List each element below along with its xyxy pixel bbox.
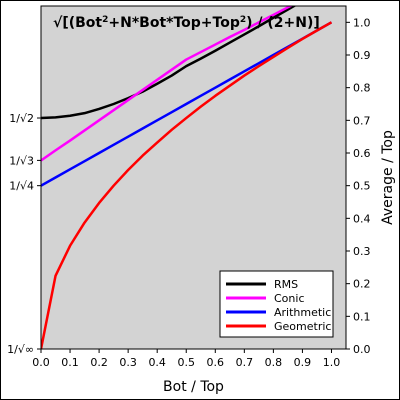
y-tick-label-right: 1.0 bbox=[353, 16, 371, 29]
y-tick-label-right: 0.6 bbox=[353, 147, 371, 160]
y-tick-label-right: 0.5 bbox=[353, 180, 371, 193]
chart-title: √[(Bot2+N*Bot*Top+Top2) / (2+N)] bbox=[53, 15, 320, 31]
y-tick-label-right: 0.3 bbox=[353, 245, 371, 258]
x-tick-label: 0.6 bbox=[207, 356, 225, 369]
x-tick-label: 0.7 bbox=[236, 356, 254, 369]
legend-box bbox=[219, 270, 334, 338]
y-tick-label-right: 0.2 bbox=[353, 278, 371, 291]
y-axis-title: Average / Top bbox=[380, 130, 396, 225]
x-tick-label: 0.1 bbox=[61, 356, 79, 369]
x-tick-label: 0.4 bbox=[148, 356, 166, 369]
plot-frame bbox=[40, 5, 347, 350]
y-tick-label-left: 1/√∞ bbox=[7, 343, 34, 356]
x-tick-label: 0.2 bbox=[90, 356, 108, 369]
series-line-rms bbox=[41, 6, 297, 120]
y-tick-label-right: 0.0 bbox=[353, 343, 371, 356]
x-tick-label: 0.0 bbox=[32, 356, 50, 369]
y-tick-label-left: 1/√3 bbox=[9, 154, 34, 167]
y-tick-label-right: 0.7 bbox=[353, 114, 371, 127]
x-tick-label: 1.0 bbox=[323, 356, 341, 369]
legend-label-conic: Conic bbox=[274, 292, 305, 305]
y-tick-label-left: 1/√2 bbox=[9, 112, 34, 125]
x-tick-label: 0.5 bbox=[177, 356, 195, 369]
x-tick-label: 0.9 bbox=[294, 356, 312, 369]
y-tick-label-right: 0.8 bbox=[353, 82, 371, 95]
y-tick-label-right: 0.4 bbox=[353, 212, 371, 225]
series-line-conic bbox=[41, 6, 294, 162]
x-tick-label: 0.3 bbox=[119, 356, 137, 369]
y-tick-label-right: 0.1 bbox=[353, 310, 371, 323]
y-tick-label-left: 1/√4 bbox=[9, 180, 34, 193]
x-axis-title: Bot / Top bbox=[163, 379, 224, 395]
legend-label-arithmetic: Arithmetic bbox=[274, 306, 331, 319]
legend-label-geometric: Geometric bbox=[274, 320, 331, 333]
x-tick-label: 0.8 bbox=[265, 356, 283, 369]
y-tick-label-right: 0.9 bbox=[353, 49, 371, 62]
legend-label-rms: RMS bbox=[274, 278, 298, 291]
series-line-geometric bbox=[41, 21, 333, 349]
